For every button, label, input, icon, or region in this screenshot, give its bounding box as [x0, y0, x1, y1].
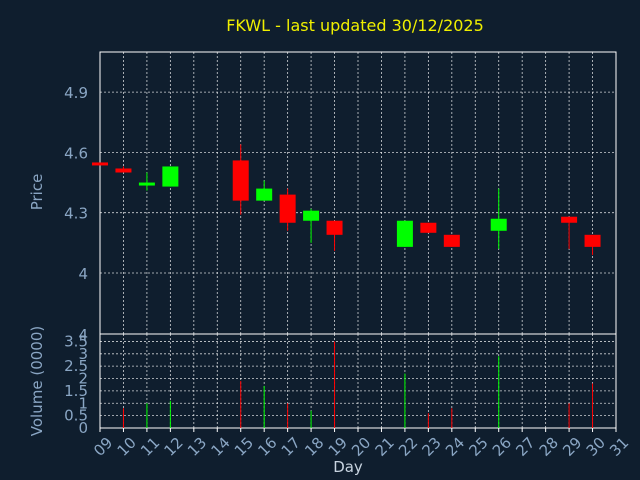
day-tick-label: 22	[395, 434, 421, 460]
day-tick-label: 19	[325, 434, 351, 460]
volume-panel: 00.511.522.533.5	[64, 332, 617, 437]
day-tick-label: 27	[512, 434, 538, 460]
candle-body	[279, 194, 296, 223]
volume-axis-label: Volume (0000)	[28, 326, 46, 436]
day-tick-label: 11	[137, 434, 163, 460]
day-tick-label: 10	[114, 434, 140, 460]
candle-body	[162, 166, 179, 187]
candle-body	[303, 210, 320, 221]
candle-body	[490, 218, 507, 231]
candle-body	[396, 220, 413, 247]
day-tick-label: 31	[606, 434, 632, 460]
price-tick-label: 4	[78, 265, 88, 283]
price-tick-label: 4	[78, 326, 88, 344]
price-tick-label: 4.3	[64, 205, 88, 223]
candle-body	[420, 222, 437, 233]
price-tick-label: 4.6	[64, 144, 88, 162]
candle-body	[443, 234, 460, 247]
day-tick-labels: 0910111213141516171819202122232425262728…	[90, 428, 632, 460]
candle-body	[92, 162, 108, 166]
candle-body	[232, 160, 249, 201]
day-tick-label: 20	[348, 434, 374, 460]
day-tick-label: 28	[536, 434, 562, 460]
day-tick-label: 13	[184, 434, 210, 460]
volume-tick-label: 0.5	[64, 407, 88, 425]
candle-body	[256, 188, 273, 201]
day-tick-label: 09	[90, 434, 116, 460]
day-tick-label: 29	[559, 434, 585, 460]
day-tick-label: 25	[465, 434, 491, 460]
candle-body	[326, 220, 343, 235]
price-panel: 4 4.3 4.6 4.9 4	[64, 51, 617, 344]
volume-tick-label: 3.5	[64, 332, 88, 350]
volume-tick-label: 2	[78, 370, 88, 388]
day-tick-label: 24	[442, 434, 468, 460]
chart-title: FKWL - last updated 30/12/2025	[226, 16, 484, 35]
day-tick-label: 15	[231, 434, 257, 460]
volume-tick-label: 1.5	[64, 382, 88, 400]
price-axis-label: Price	[28, 174, 46, 211]
candle-body	[584, 234, 601, 247]
volume-tick-label: 0	[78, 419, 88, 437]
price-tick-label: 4.9	[64, 84, 88, 102]
day-tick-label: 18	[301, 434, 327, 460]
day-tick-label: 14	[207, 434, 233, 460]
volume-tick-label: 2.5	[64, 357, 88, 375]
volume-tick-label: 3	[78, 345, 88, 363]
day-tick-label: 30	[583, 434, 609, 460]
day-tick-label: 23	[419, 434, 445, 460]
volume-plot-frame	[99, 333, 617, 429]
day-tick-label: 26	[489, 434, 515, 460]
candle-body	[115, 168, 132, 173]
candle-body	[138, 182, 155, 186]
day-axis-label: Day	[333, 458, 363, 476]
candle-body	[561, 216, 578, 223]
volume-tick-label: 1	[78, 394, 88, 412]
day-tick-label: 17	[278, 434, 304, 460]
day-tick-label: 12	[161, 434, 187, 460]
day-tick-label: 16	[254, 434, 280, 460]
day-tick-label: 21	[372, 434, 398, 460]
